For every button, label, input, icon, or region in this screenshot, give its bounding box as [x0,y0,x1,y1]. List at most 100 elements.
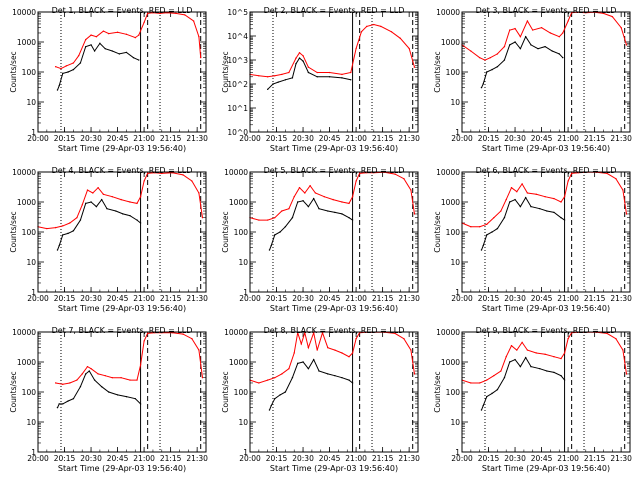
data-point-red [394,332,396,335]
x-tick-label: 21:00 [345,134,367,143]
data-point-black [93,50,96,52]
data-point-red [341,73,343,76]
data-point-red [108,32,110,35]
data-point-black [79,62,82,64]
data-point-black [139,222,142,224]
data-point-black [279,231,281,233]
data-point-red [334,349,336,351]
data-point-red [258,382,260,384]
y-tick-label: 1 [455,448,460,457]
y-axis-label: Counts/sec [433,371,442,412]
data-point-black [560,374,562,377]
y-tick-label: 10 [238,418,248,427]
data-point-red [300,343,302,345]
data-point-black [79,219,82,221]
y-tick-label: 100 [234,388,249,397]
data-point-black [341,376,343,379]
data-point-black [553,371,555,374]
data-point-black [519,365,522,368]
data-point-black [284,226,287,228]
data-point-black [503,59,506,61]
data-point-black [524,196,527,199]
data-point-red [281,210,283,212]
data-point-black [291,77,294,79]
data-point-black [480,409,483,411]
data-point-black [328,76,331,78]
data-point-red [274,75,276,77]
data-point-red [86,189,89,191]
data-point-red [553,197,555,200]
data-point-red [201,216,204,219]
panel-6: 1 10 100 1000 10000 20:00 20:15 20:30 20:45 21:00… [433,166,632,313]
data-point-red [198,36,200,38]
y-tick-label: 10^1 [227,104,248,113]
data-point-red [505,356,507,358]
data-point-black [279,394,281,396]
data-point-red [54,382,57,384]
data-point-red [486,223,488,226]
x-axis-label: Start Time (29-Apr-03 19:56:40) [482,464,610,473]
series-line-black [269,358,353,411]
data-point-black [67,400,69,402]
panel-4: 1 10 100 1000 10000 20:00 20:15 20:30 20:45 21:00… [9,166,208,313]
data-point-black [274,234,276,236]
plot-frame [37,11,207,133]
data-point-black [496,227,499,230]
data-point-red [413,66,416,68]
y-tick-label: 10000 [224,168,248,177]
data-point-black [312,197,315,200]
data-point-red [60,67,62,70]
panel-title: Det 5, BLACK = Events, RED = LLD [264,166,405,175]
x-tick-label: 20:15 [266,454,288,463]
data-point-black [58,403,60,405]
data-point-red [146,172,149,175]
data-point-red [72,62,75,64]
plot-frame [461,331,631,453]
data-point-black [316,76,318,78]
data-point-black [56,406,59,409]
data-point-black [514,198,516,201]
data-point-red [500,370,502,372]
x-tick-label: 20:45 [319,134,341,143]
data-point-red [54,66,57,68]
data-point-red [489,56,491,59]
y-tick-label: 1000 [17,198,36,207]
panel-title: Det 3, BLACK = Events, RED = LLD [476,6,617,15]
panel-title: Det 4, BLACK = Events, RED = LLD [52,166,193,175]
data-point-red [470,226,472,228]
series-line-black [481,356,565,411]
data-point-red [143,180,145,182]
x-tick-label: 21:30 [610,454,632,463]
y-tick-label: 1000 [17,38,36,47]
data-point-black [509,44,511,46]
data-point-red [159,12,161,15]
data-point-red [76,379,78,381]
data-point-black [318,370,320,372]
plot-frame [37,171,207,293]
series-line-red [249,23,415,78]
data-point-red [295,57,297,59]
data-point-black [514,358,516,361]
data-point-black [558,53,560,55]
data-point-red [125,33,128,36]
data-point-black [302,60,304,62]
y-tick-label: 1000 [17,358,36,367]
data-point-black [551,50,553,52]
x-tick-label: 20:30 [80,294,102,303]
data-point-red [90,367,92,370]
data-point-red [46,227,48,230]
data-point-red [535,193,537,196]
data-point-red [526,192,529,194]
panel-3: 1 10 100 1000 10000 20:00 20:15 20:30 20:45 21:00… [433,6,632,153]
data-point-red [116,31,119,34]
data-point-black [327,210,329,212]
y-tick-label: 100 [446,68,461,77]
y-tick-label: 10 [238,258,248,267]
data-point-black [482,244,484,247]
data-point-red [309,184,311,187]
x-tick-label: 21:30 [610,294,632,303]
data-point-red [390,31,393,33]
x-tick-label: 21:00 [345,294,367,303]
x-tick-label: 20:45 [107,454,129,463]
